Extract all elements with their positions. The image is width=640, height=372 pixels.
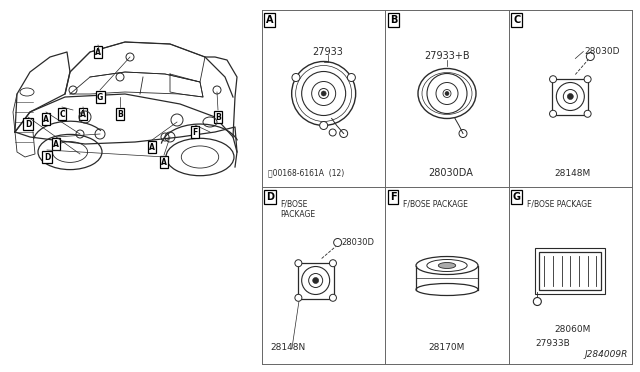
Text: 28148N: 28148N (270, 343, 305, 353)
Text: A: A (80, 109, 86, 119)
Text: B: B (215, 112, 221, 122)
Text: A: A (43, 115, 49, 124)
Bar (298, 263, 333, 298)
Text: F/BOSE PACKAGE: F/BOSE PACKAGE (403, 199, 468, 208)
Text: F/BOSE PACKAGE: F/BOSE PACKAGE (527, 199, 591, 208)
Bar (540, 251, 602, 289)
Circle shape (348, 74, 355, 81)
Text: A: A (95, 48, 101, 57)
Circle shape (550, 110, 557, 117)
Circle shape (584, 76, 591, 83)
Circle shape (445, 92, 449, 96)
Text: D: D (25, 119, 31, 128)
Text: D: D (266, 192, 274, 202)
Text: G: G (97, 93, 103, 102)
Circle shape (330, 260, 337, 267)
Text: 28170M: 28170M (429, 343, 465, 353)
Text: A: A (161, 157, 167, 167)
Text: 28060M: 28060M (554, 324, 591, 334)
Text: A: A (53, 140, 59, 148)
Text: 28030D: 28030D (584, 47, 620, 56)
Text: A: A (266, 15, 274, 25)
Text: D: D (44, 153, 50, 161)
Text: J284009R: J284009R (584, 350, 628, 359)
Circle shape (567, 93, 573, 99)
Circle shape (533, 298, 541, 305)
Text: A: A (149, 142, 155, 151)
Circle shape (292, 74, 300, 81)
Text: 27933+B: 27933+B (424, 51, 470, 61)
Circle shape (321, 91, 326, 96)
Text: 28030DA: 28030DA (429, 168, 474, 178)
Circle shape (584, 110, 591, 117)
Text: Ⓢ00168-6161A  (12): Ⓢ00168-6161A (12) (268, 169, 344, 177)
Bar (535, 247, 605, 294)
Circle shape (295, 294, 302, 301)
Text: 27933B: 27933B (535, 340, 570, 349)
Text: C: C (59, 109, 65, 119)
Ellipse shape (438, 263, 456, 269)
Circle shape (313, 278, 319, 283)
Circle shape (295, 260, 302, 267)
Bar (552, 78, 588, 115)
Text: 28030D: 28030D (342, 238, 374, 247)
Circle shape (319, 122, 328, 129)
Text: B: B (117, 109, 123, 119)
Text: 28148M: 28148M (554, 169, 591, 177)
Text: B: B (390, 15, 397, 25)
Text: F/BOSE
PACKAGE: F/BOSE PACKAGE (280, 199, 315, 219)
Circle shape (330, 294, 337, 301)
Text: F: F (193, 128, 198, 137)
Text: F: F (390, 192, 397, 202)
Text: G: G (513, 192, 521, 202)
Text: C: C (513, 15, 520, 25)
Circle shape (550, 76, 557, 83)
Text: 27933: 27933 (312, 46, 343, 57)
